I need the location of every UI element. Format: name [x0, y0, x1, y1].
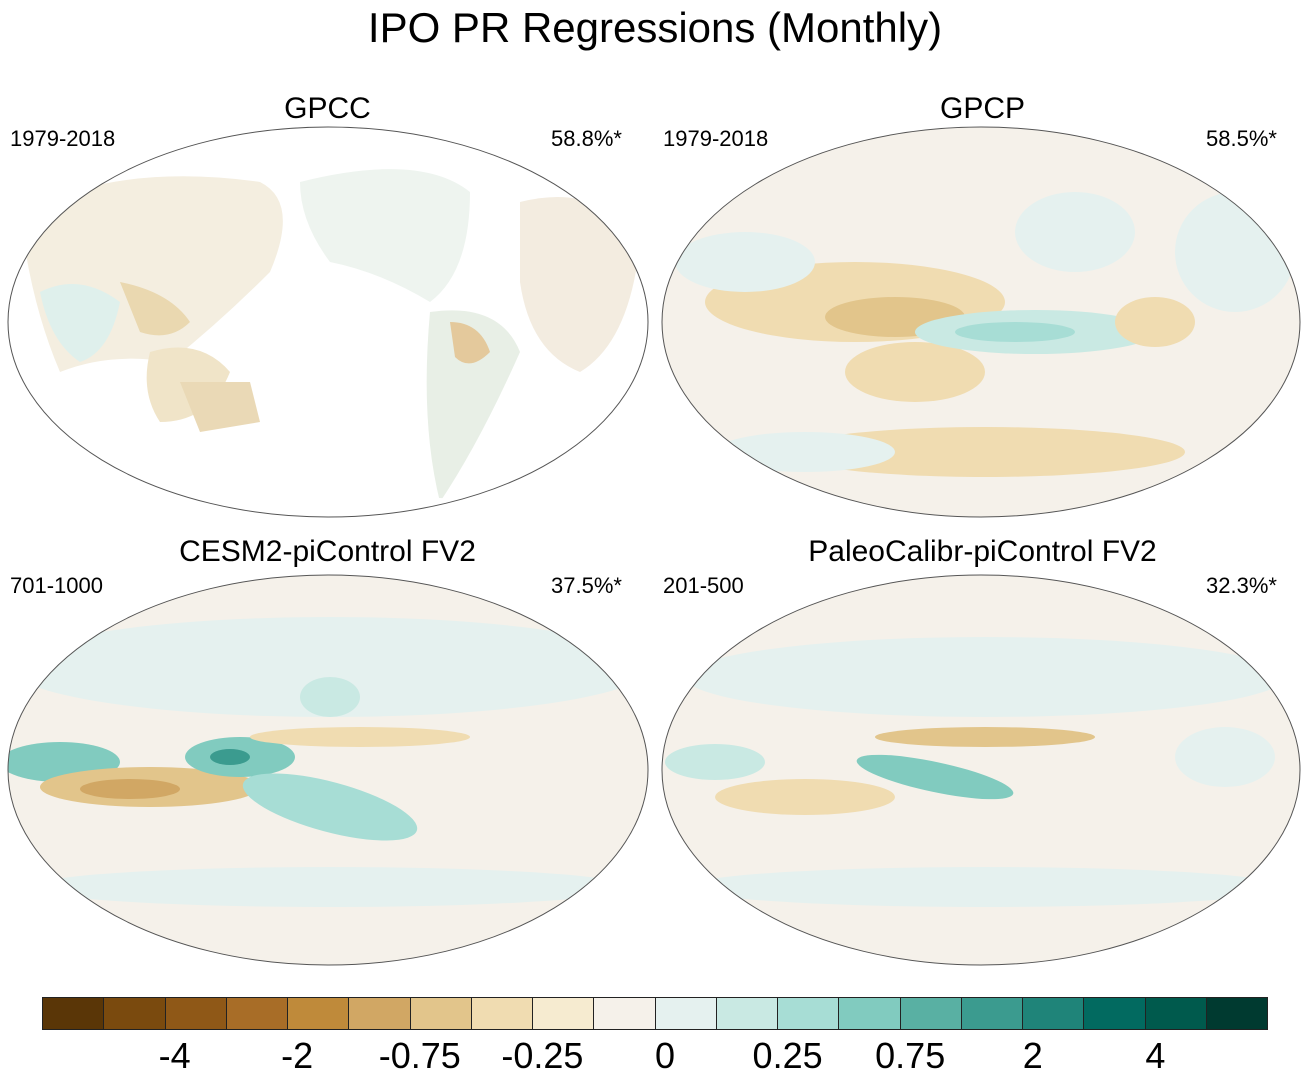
panel-variance: 58.5%*: [1206, 126, 1277, 151]
colorbar-label: -0.25: [501, 1035, 584, 1076]
colorbar-label: 2: [1022, 1035, 1043, 1076]
panel-variance: 37.5%*: [551, 573, 622, 598]
colorbar-box: [1084, 998, 1146, 1029]
colorbar-box: [288, 998, 350, 1029]
colorbar-label: -2: [281, 1035, 314, 1076]
colorbar-box: [349, 998, 411, 1029]
panel-period: 1979-2018: [663, 126, 769, 151]
panel-title: GPCC: [284, 92, 371, 125]
panel-variance: 32.3%*: [1206, 573, 1277, 598]
colorbar-label: 0.25: [752, 1035, 823, 1076]
colorbar-box: [778, 998, 840, 1029]
colorbar-box: [900, 998, 962, 1029]
colorbar-label: -4: [158, 1035, 191, 1076]
panel-period: 1979-2018: [10, 126, 116, 151]
panel-title: PaleoCalibr-piControl FV2: [808, 535, 1157, 568]
colorbar-box: [165, 998, 227, 1029]
panel-variance: 58.8%*: [551, 126, 622, 151]
colorbar-box: [1206, 998, 1267, 1029]
colorbar-box: [43, 998, 105, 1029]
colorbar-box: [594, 998, 656, 1029]
colorbar-box: [471, 998, 533, 1029]
panel-cesm2: CESM2-piControl FV2 701-1000 37.5%*: [0, 535, 655, 975]
colorbar-label: -0.75: [378, 1035, 461, 1076]
panel-period: 701-1000: [10, 573, 103, 598]
map-cesm2: [7, 574, 649, 966]
colorbar-box: [410, 998, 472, 1029]
colorbar-label: 0.75: [875, 1035, 946, 1076]
colorbar-box: [533, 998, 595, 1029]
colorbar: [42, 997, 1268, 1030]
colorbar-box: [226, 998, 288, 1029]
panel-gpcp: GPCP 1979-2018 58.5%*: [655, 92, 1310, 522]
colorbar-box: [839, 998, 901, 1029]
panel-period: 201-500: [663, 573, 744, 598]
colorbar-box: [104, 998, 166, 1029]
colorbar-label: 0: [654, 1035, 676, 1076]
panel-title: GPCP: [939, 92, 1026, 125]
panel-paleocalibr: PaleoCalibr-piControl FV2 201-500 32.3%*: [655, 535, 1310, 975]
main-title: IPO PR Regressions (Monthly): [367, 4, 943, 51]
map-gpcc: [7, 126, 649, 518]
panel-gpcc: GPCC 1979-2018 58.8%*: [0, 92, 655, 522]
colorbar-box: [1145, 998, 1207, 1029]
colorbar-box: [1023, 998, 1085, 1029]
colorbar-label: 4: [1145, 1035, 1166, 1076]
colorbar-box: [716, 998, 778, 1029]
colorbar-box: [655, 998, 717, 1029]
map-gpcp: [661, 126, 1301, 518]
colorbar-box: [961, 998, 1023, 1029]
map-paleocalibr: [661, 574, 1301, 966]
panel-title: CESM2-piControl FV2: [179, 535, 476, 568]
